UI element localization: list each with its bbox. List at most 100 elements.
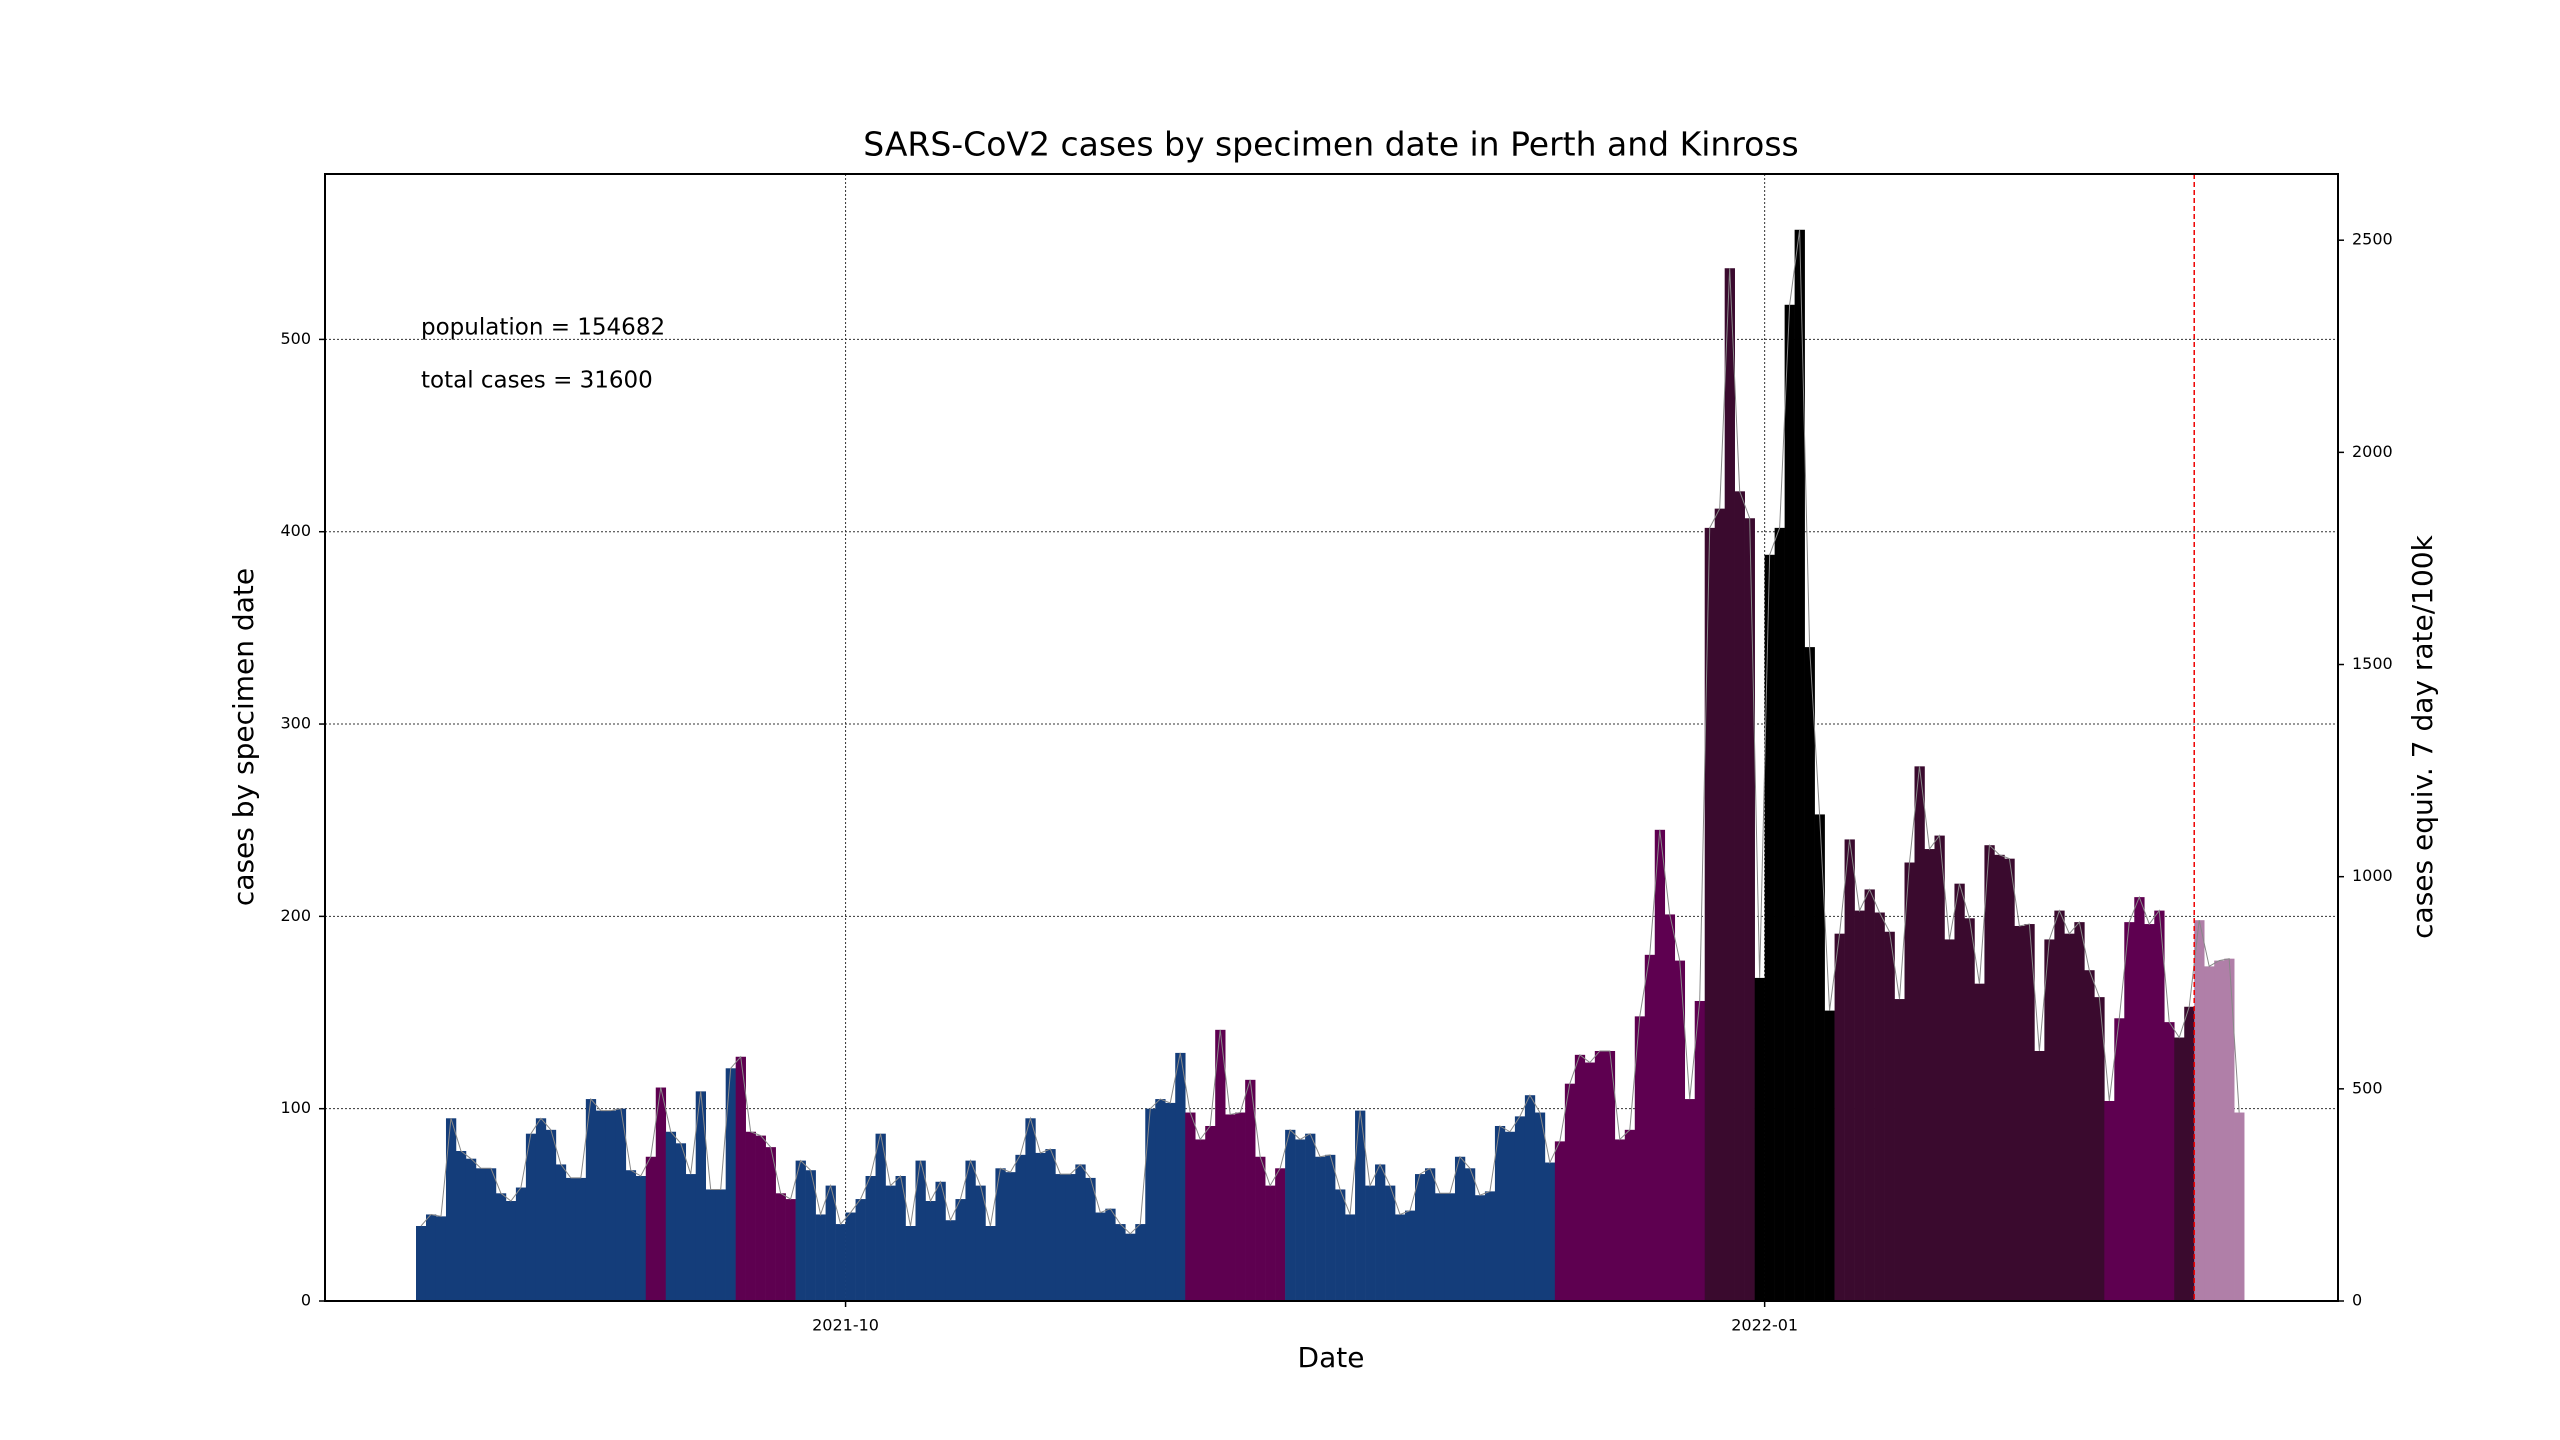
bar xyxy=(815,1214,826,1301)
bar xyxy=(2054,910,2065,1301)
bar xyxy=(1095,1212,1106,1301)
bar xyxy=(1385,1185,1396,1301)
bar xyxy=(935,1181,946,1301)
bar xyxy=(1724,268,1735,1302)
bar xyxy=(1614,1139,1626,1301)
bar xyxy=(2014,925,2025,1301)
bar xyxy=(416,1225,427,1301)
bar xyxy=(915,1160,926,1301)
bar xyxy=(645,1156,657,1301)
y2-tick-label: 2000 xyxy=(2352,442,2393,461)
y2-tick-label: 500 xyxy=(2352,1078,2383,1097)
bar xyxy=(2164,1022,2175,1301)
bar xyxy=(1924,849,1935,1301)
y2-tick-label: 0 xyxy=(2352,1291,2362,1310)
bar xyxy=(655,1087,667,1301)
bar xyxy=(1584,1062,1596,1301)
bar xyxy=(1215,1029,1226,1301)
bar xyxy=(1405,1210,1416,1301)
bar xyxy=(1774,527,1785,1301)
bar xyxy=(985,1225,996,1301)
bar xyxy=(1335,1189,1346,1301)
bar xyxy=(1315,1156,1326,1301)
bar xyxy=(1245,1079,1256,1301)
bar xyxy=(885,1185,896,1301)
bar xyxy=(1434,1193,1446,1301)
bar xyxy=(1944,939,1955,1301)
bar xyxy=(1444,1193,1456,1301)
bar xyxy=(1325,1154,1336,1301)
bar xyxy=(1804,647,1815,1301)
bar xyxy=(2034,1050,2045,1301)
bar xyxy=(1015,1154,1026,1301)
bar xyxy=(1554,1141,1566,1301)
bar xyxy=(465,1158,477,1301)
y-tick-label: 400 xyxy=(280,521,311,540)
bar xyxy=(1155,1099,1166,1301)
bar xyxy=(1035,1152,1046,1301)
bar xyxy=(1844,839,1855,1301)
bar xyxy=(1165,1102,1176,1301)
bar xyxy=(845,1212,856,1301)
bar xyxy=(2194,920,2205,1301)
bar xyxy=(1664,914,1676,1301)
bar xyxy=(2044,939,2055,1301)
bar xyxy=(545,1129,557,1301)
bar xyxy=(755,1135,766,1301)
bar xyxy=(595,1110,607,1301)
bar xyxy=(1205,1125,1216,1301)
bar xyxy=(2124,922,2135,1301)
bar xyxy=(1624,1129,1636,1301)
bar xyxy=(2204,966,2215,1301)
y2-tick-label: 1500 xyxy=(2352,654,2393,673)
bar xyxy=(2114,1018,2125,1301)
bar xyxy=(865,1175,876,1301)
y2-tick-label: 1000 xyxy=(2352,866,2393,885)
bar xyxy=(475,1168,487,1301)
bar xyxy=(2084,970,2095,1301)
bar xyxy=(2004,858,2015,1301)
bar xyxy=(1285,1129,1296,1301)
bar xyxy=(1734,491,1745,1301)
bar xyxy=(1604,1050,1616,1301)
bar xyxy=(485,1168,497,1301)
bar xyxy=(675,1143,687,1301)
bar xyxy=(625,1170,637,1301)
bar xyxy=(1255,1156,1266,1301)
bar xyxy=(1225,1114,1236,1301)
bar xyxy=(1175,1052,1186,1301)
bar xyxy=(585,1099,597,1301)
bar xyxy=(2214,960,2225,1301)
bar xyxy=(1814,814,1825,1301)
bar xyxy=(895,1175,906,1301)
bar xyxy=(1684,1099,1696,1301)
bar xyxy=(765,1147,776,1301)
bar xyxy=(1075,1164,1086,1301)
bar xyxy=(1195,1139,1206,1301)
bar xyxy=(1045,1149,1056,1301)
bar xyxy=(1784,304,1795,1301)
x-axis-label: Date xyxy=(1298,1341,1365,1374)
bar xyxy=(1884,931,1895,1301)
bar xyxy=(1235,1112,1246,1301)
bar xyxy=(1824,1010,1835,1301)
annotation: population = 154682 xyxy=(421,315,665,341)
bar xyxy=(945,1220,956,1301)
bar xyxy=(825,1185,836,1301)
bar xyxy=(435,1216,447,1301)
y2-axis-label: cases equiv. 7 day rate/100k xyxy=(2406,534,2439,938)
bar xyxy=(1644,954,1656,1301)
bar xyxy=(805,1170,816,1301)
bar xyxy=(925,1200,936,1301)
x-tick-label: 2021-10 xyxy=(812,1316,879,1335)
y2-tick-label: 2500 xyxy=(2352,230,2393,249)
bar xyxy=(1464,1168,1476,1301)
bar xyxy=(1674,960,1686,1301)
bar xyxy=(775,1193,786,1301)
bar xyxy=(1484,1191,1496,1301)
bar xyxy=(785,1199,796,1301)
bar xyxy=(2234,1112,2245,1301)
bar xyxy=(1974,983,1985,1301)
bar xyxy=(1954,883,1965,1301)
